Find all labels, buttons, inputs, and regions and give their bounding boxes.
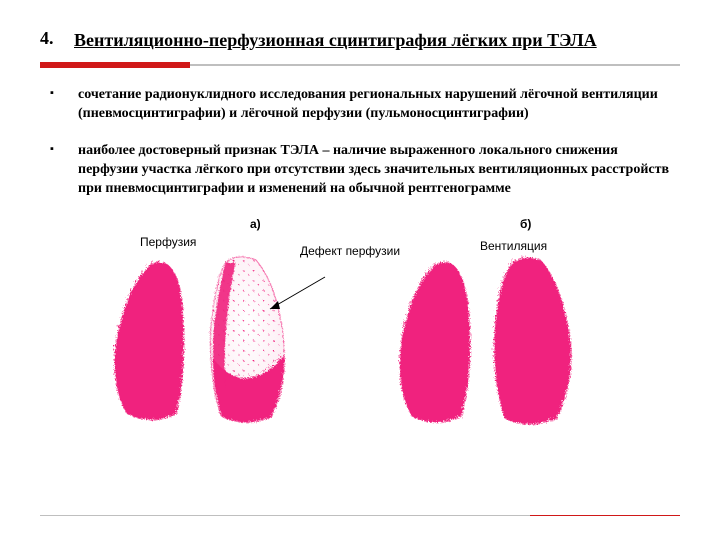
defect-arrow-icon xyxy=(270,277,325,309)
bullet-item: сочетание радионуклидного исследования р… xyxy=(50,86,680,124)
title-divider xyxy=(40,62,680,68)
lungs-svg xyxy=(70,217,650,427)
perfusion-left-lung-icon xyxy=(113,260,183,418)
title-number: 4. xyxy=(40,28,64,49)
title-text: Вентиляционно-перфузионная сцинтиграфия … xyxy=(74,28,597,52)
bullet-list: сочетание радионуклидного исследования р… xyxy=(40,86,680,198)
slide-title: 4. Вентиляционно-перфузионная сцинтиграф… xyxy=(40,28,680,52)
ventilation-right-lung-icon xyxy=(492,256,569,423)
perfusion-right-lung-icon xyxy=(210,256,284,421)
bullet-item: наиболее достоверный признак ТЭЛА – нали… xyxy=(50,142,680,199)
ventilation-left-lung-icon xyxy=(398,260,469,421)
scintigraphy-figure: а) б) Перфузия Вентиляция Дефект перфузи… xyxy=(70,217,650,427)
footer-divider xyxy=(40,515,680,516)
